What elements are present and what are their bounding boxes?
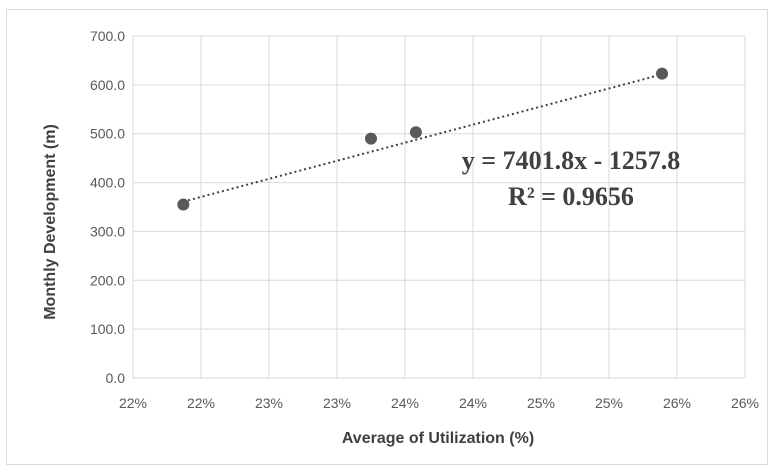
y-tick-label: 200.0 (90, 272, 125, 288)
x-tick-label: 22% (119, 395, 147, 411)
y-tick-labels: 0.0 100.0 200.0 300.0 400.0 500.0 600.0 700.0 (90, 28, 125, 386)
grid-lines (132, 35, 746, 379)
r-squared-label: R² = 0.9656 (508, 182, 634, 211)
x-tick-label: 26% (663, 395, 691, 411)
data-point (656, 67, 669, 80)
y-tick-label: 600.0 (90, 77, 125, 93)
x-tick-label: 25% (527, 395, 555, 411)
x-tick-label: 22% (187, 395, 215, 411)
x-tick-labels: 22% 22% 23% 23% 24% 24% 25% 25% 26% 26% (119, 395, 759, 411)
x-tick-label: 23% (323, 395, 351, 411)
data-point (409, 126, 422, 139)
y-tick-label: 700.0 (90, 28, 125, 44)
x-tick-label: 24% (459, 395, 487, 411)
data-points (177, 67, 669, 211)
trendline-equation: y = 7401.8x - 1257.8 (462, 146, 680, 175)
x-tick-label: 24% (391, 395, 419, 411)
y-tick-label: 300.0 (90, 223, 125, 239)
x-tick-label: 23% (255, 395, 283, 411)
y-tick-label: 500.0 (90, 126, 125, 142)
y-tick-label: 400.0 (90, 175, 125, 191)
x-tick-label: 25% (595, 395, 623, 411)
data-point (365, 132, 377, 145)
x-axis-title: Average of Utilization (%) (342, 430, 534, 447)
y-tick-label: 0.0 (106, 370, 126, 386)
y-tick-label: 100.0 (90, 321, 125, 337)
data-point (177, 198, 190, 211)
x-tick-label: 26% (731, 395, 759, 411)
y-axis-title: Monthly Development (m) (42, 124, 59, 320)
